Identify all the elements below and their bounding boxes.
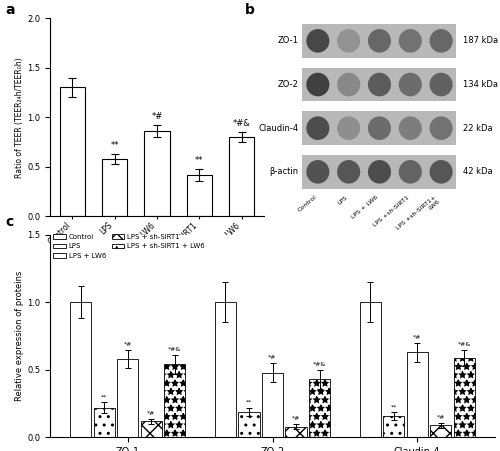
Bar (229, 137, 254, 216)
Text: *#: *# (268, 355, 276, 360)
Ellipse shape (306, 73, 330, 97)
Ellipse shape (368, 116, 391, 140)
Bar (262, 373, 283, 437)
Bar (302, 68, 456, 101)
Text: **: ** (390, 404, 397, 409)
Ellipse shape (337, 116, 360, 140)
Bar (186, 175, 212, 216)
Bar (302, 24, 456, 58)
Bar (302, 155, 456, 189)
Bar (309, 379, 330, 437)
Text: 134 kDa: 134 kDa (463, 80, 498, 89)
Ellipse shape (430, 73, 452, 97)
Bar (454, 358, 475, 437)
Text: *#&: *#& (168, 347, 181, 352)
Bar (383, 416, 404, 437)
Bar (70, 302, 92, 437)
Text: *#: *# (147, 411, 156, 416)
Ellipse shape (368, 29, 391, 53)
Ellipse shape (430, 29, 452, 53)
Text: *#&: *#& (232, 119, 250, 128)
Text: a: a (5, 3, 15, 17)
Bar (60, 87, 85, 216)
Bar (360, 302, 380, 437)
Text: *#: *# (292, 416, 300, 421)
Text: *#: *# (124, 342, 132, 347)
Text: LPS + LW6: LPS + LW6 (351, 195, 380, 220)
Ellipse shape (368, 160, 391, 184)
Bar (117, 359, 138, 437)
Ellipse shape (306, 29, 330, 53)
Ellipse shape (368, 73, 391, 97)
Bar (286, 427, 306, 437)
Text: **: ** (246, 400, 252, 405)
Bar (215, 302, 236, 437)
Ellipse shape (337, 160, 360, 184)
Ellipse shape (398, 29, 422, 53)
Text: 187 kDa: 187 kDa (463, 37, 498, 46)
Text: Claudin-4: Claudin-4 (258, 124, 298, 133)
Bar (430, 425, 452, 437)
Bar (302, 111, 456, 145)
Legend: Control, LPS, LPS + LW6, LPS + sh-SIRT1, LPS + sh-SIRT1 + LW6: Control, LPS, LPS + LW6, LPS + sh-SIRT1,… (54, 234, 204, 259)
Text: LPS: LPS (337, 195, 348, 206)
Text: ZO-1: ZO-1 (278, 37, 298, 46)
Text: *#: *# (413, 335, 422, 340)
Bar (102, 159, 128, 216)
Text: c: c (5, 215, 13, 229)
Text: Control: Control (297, 195, 318, 213)
Text: ZO-2: ZO-2 (278, 80, 298, 89)
Text: *#&: *#& (458, 342, 471, 347)
Text: **: ** (195, 156, 203, 165)
Bar (164, 364, 186, 437)
Text: *#: *# (152, 112, 162, 121)
Text: b: b (245, 3, 255, 17)
Text: LPS +sh-SIRT1+
LW6: LPS +sh-SIRT1+ LW6 (396, 195, 441, 235)
Ellipse shape (306, 160, 330, 184)
Text: **: ** (101, 395, 107, 400)
Ellipse shape (398, 73, 422, 97)
Ellipse shape (337, 29, 360, 53)
Text: 22 kDa: 22 kDa (463, 124, 492, 133)
Ellipse shape (306, 116, 330, 140)
Ellipse shape (430, 116, 452, 140)
Ellipse shape (398, 160, 422, 184)
Bar (141, 421, 162, 437)
Text: 42 kDa: 42 kDa (463, 167, 492, 176)
Bar (238, 412, 260, 437)
Bar (144, 131, 170, 216)
Text: *#: *# (436, 415, 445, 420)
Y-axis label: Ratio of TEER (TEER₂₄h/TEER₀h): Ratio of TEER (TEER₂₄h/TEER₀h) (16, 57, 24, 178)
Bar (94, 408, 115, 437)
Text: LPS +sh-SIRT1: LPS +sh-SIRT1 (372, 195, 410, 227)
Ellipse shape (430, 160, 452, 184)
Ellipse shape (398, 116, 422, 140)
Bar (406, 352, 428, 437)
Text: *#&: *#& (313, 362, 326, 367)
Y-axis label: Relative expression of proteins: Relative expression of proteins (16, 271, 24, 401)
Ellipse shape (337, 73, 360, 97)
Text: β-actin: β-actin (269, 167, 298, 176)
Text: **: ** (110, 141, 119, 150)
